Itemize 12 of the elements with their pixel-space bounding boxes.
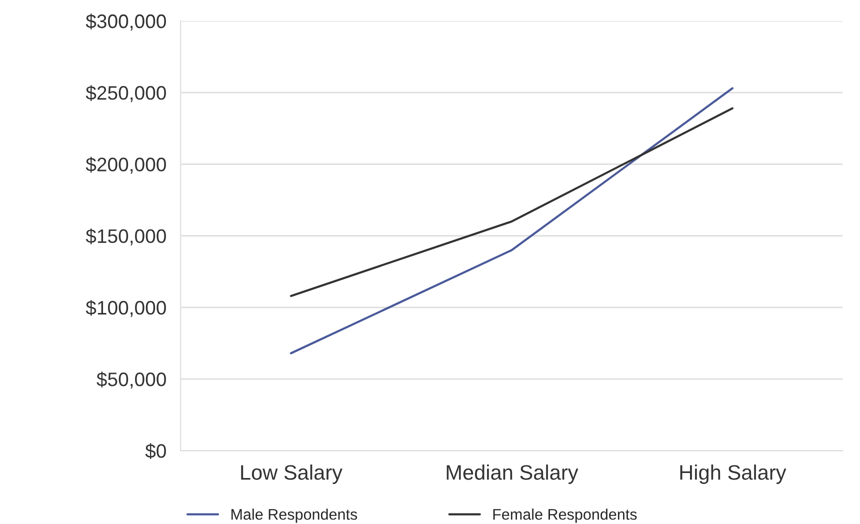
x-tick-label: High Salary: [680, 464, 786, 484]
x-tick-label: Low Salary: [241, 464, 342, 484]
legend-label: Male Respondents: [231, 508, 358, 523]
y-tick-label: $300,000: [86, 14, 166, 30]
y-tick-label: $150,000: [86, 228, 166, 246]
y-tick-label: $200,000: [86, 156, 166, 174]
y-tick-label: $250,000: [86, 85, 166, 102]
y-tick-label: $100,000: [86, 300, 166, 317]
x-tick-label: Median Salary: [446, 464, 578, 484]
legend-label: Female Respondents: [493, 508, 637, 523]
y-tick-label: $0: [145, 443, 166, 460]
y-tick-label: $50,000: [96, 372, 166, 389]
